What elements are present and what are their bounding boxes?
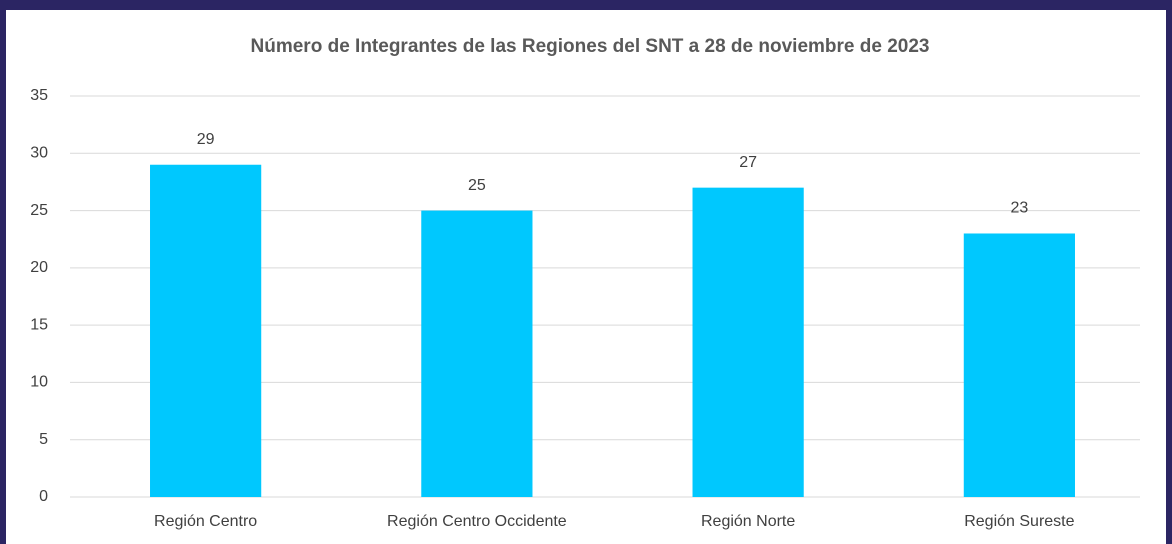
bar bbox=[692, 187, 804, 497]
x-tick-label: Región Centro Occidente bbox=[387, 513, 567, 530]
x-tick-label: Región Norte bbox=[701, 513, 795, 530]
x-tick-label: Región Sureste bbox=[964, 513, 1074, 530]
bar bbox=[963, 233, 1075, 497]
bar bbox=[421, 210, 533, 498]
y-tick-label: 25 bbox=[30, 202, 48, 219]
y-tick-label: 10 bbox=[30, 374, 48, 391]
x-tick-label: Región Centro bbox=[154, 513, 257, 530]
data-label: 27 bbox=[739, 154, 757, 171]
y-tick-label: 5 bbox=[39, 431, 48, 448]
y-tick-label: 20 bbox=[30, 259, 48, 276]
data-label: 25 bbox=[468, 177, 486, 194]
y-tick-label: 0 bbox=[39, 488, 48, 505]
y-tick-label: 35 bbox=[30, 87, 48, 104]
y-tick-label: 15 bbox=[30, 316, 48, 333]
data-label: 23 bbox=[1010, 200, 1028, 217]
bar bbox=[150, 164, 262, 497]
data-label: 29 bbox=[197, 131, 215, 148]
y-tick-label: 30 bbox=[30, 145, 48, 162]
chart-title: Número de Integrantes de las Regiones de… bbox=[251, 36, 930, 57]
